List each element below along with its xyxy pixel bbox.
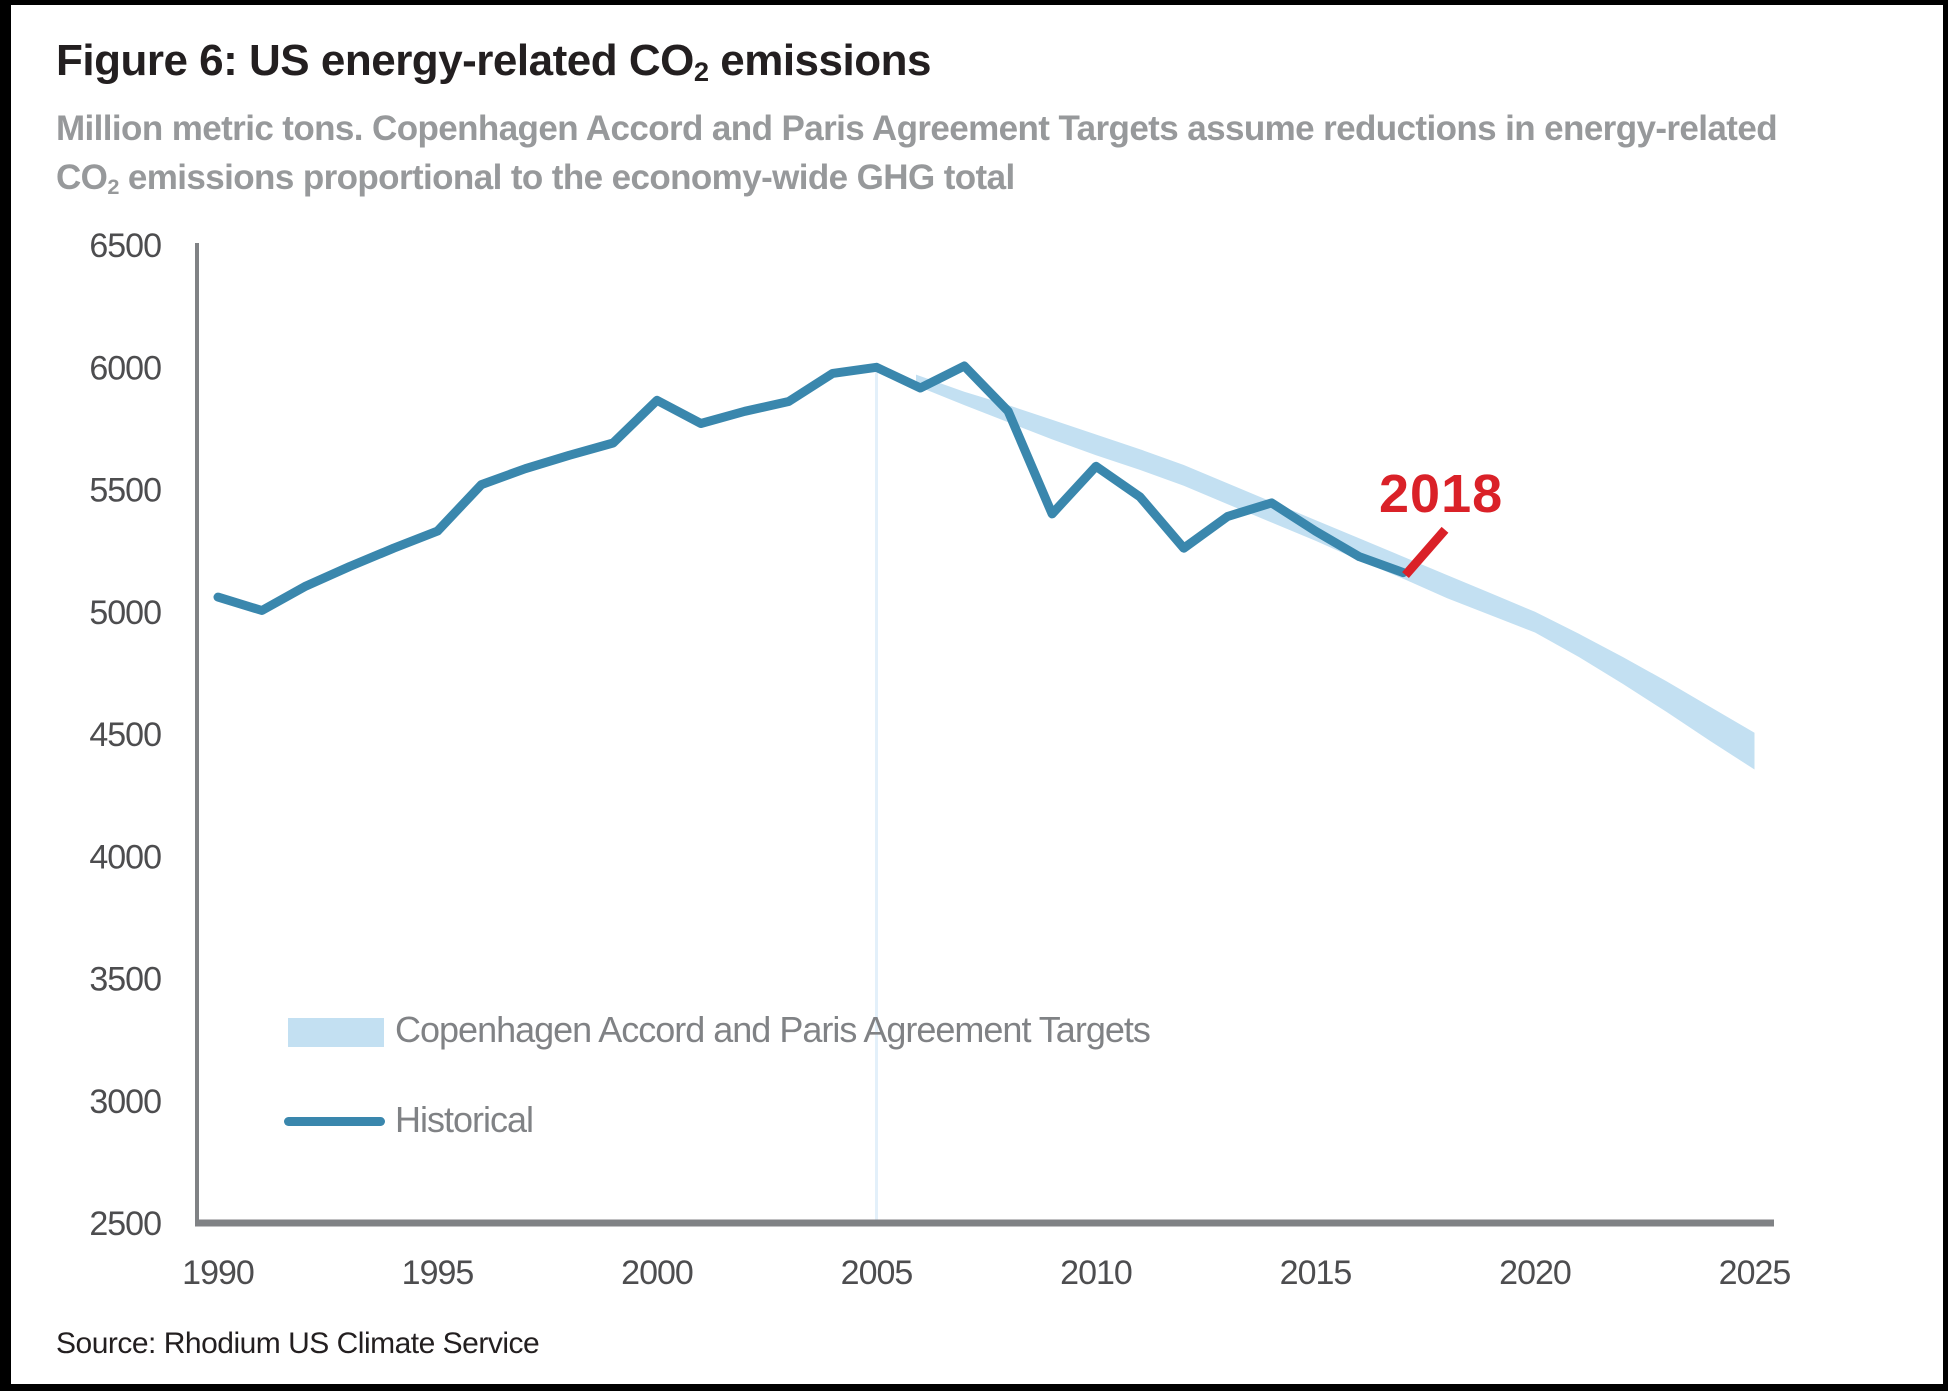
y-tick-label: 4500 (89, 716, 161, 754)
figure-subtitle: Million metric tons. Copenhagen Accord a… (56, 109, 1778, 199)
x-tick-label: 2020 (1499, 1254, 1571, 1292)
legend-band-label: Copenhagen Accord and Paris Agreement Ta… (395, 1009, 1151, 1050)
target-band (916, 374, 1755, 770)
co2-subscript: 2 (107, 173, 119, 199)
x-tick-label: 2000 (621, 1254, 693, 1292)
legend-band-swatch (288, 1018, 384, 1047)
legend-line-swatch (284, 1117, 385, 1126)
x-tick-label: 1990 (182, 1254, 254, 1292)
y-tick-label: 5000 (89, 594, 161, 632)
annotation-2018-label: 2018 (1379, 464, 1504, 524)
historical-line (213, 361, 1408, 615)
y-tick-label: 3000 (89, 1083, 161, 1121)
y-tick-label: 4000 (89, 838, 161, 876)
x-tick-label: 2015 (1280, 1254, 1352, 1292)
y-tick-label: 6000 (89, 349, 161, 387)
y-tick-label: 3500 (89, 961, 161, 999)
y-tick-label: 6500 (89, 227, 161, 265)
x-tick-label: 2025 (1719, 1254, 1791, 1292)
x-tick-label: 2005 (841, 1254, 913, 1292)
co2-subscript: 2 (693, 56, 709, 87)
legend-line-label: Historical (395, 1099, 534, 1140)
emissions-chart: 6500 6000 5500 5000 4500 4000 3500 3000 2500 1990… (89, 227, 1791, 1292)
y-tick-label: 2500 (89, 1205, 161, 1243)
figure-header: Figure 6: US energy-related CO2 emission… (56, 35, 1936, 211)
x-tick-label: 1995 (402, 1254, 474, 1292)
x-tick-label: 2010 (1060, 1254, 1132, 1292)
source-attribution: Source: Rhodium US Climate Service (56, 1327, 540, 1360)
annotation-2018-pointer (1402, 526, 1449, 579)
figure-title: Figure 6: US energy-related CO2 emission… (56, 36, 931, 87)
y-tick-label: 5500 (89, 472, 161, 510)
